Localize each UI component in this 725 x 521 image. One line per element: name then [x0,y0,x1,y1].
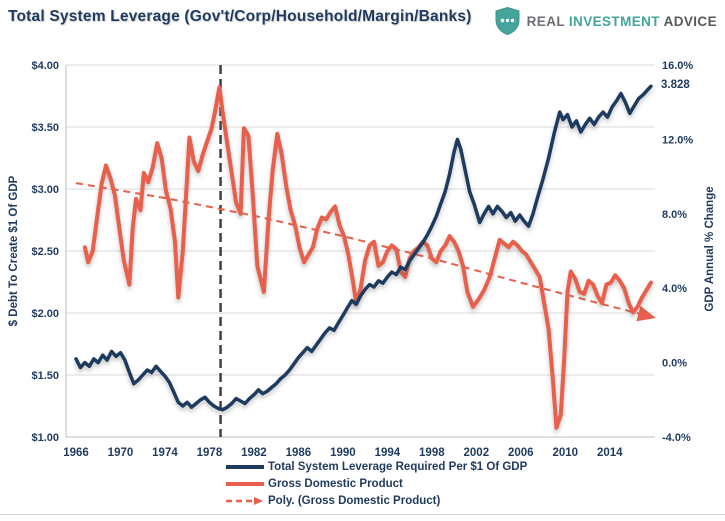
svg-text:1966: 1966 [63,447,89,459]
brand-name: REAL INVESTMENT ADVICE [527,14,717,29]
svg-text:1970: 1970 [108,447,134,459]
brand-word-real: REAL [526,13,565,29]
svg-text:2014: 2014 [597,447,623,459]
svg-text:2006: 2006 [508,447,534,459]
chart-legend: Total System Leverage Required Per $1 Of… [226,459,527,509]
svg-text:1978: 1978 [197,447,223,459]
svg-text:$3.50: $3.50 [31,122,59,134]
svg-text:1974: 1974 [152,447,178,459]
brand-word-advice: ADVICE [663,13,717,29]
svg-text:$2.50: $2.50 [31,246,59,258]
shield-icon [495,7,520,35]
legend-item-gdp: Gross Domestic Product [226,476,527,492]
legend-swatch-dashed-arrow [226,496,264,506]
chart-title: Total System Leverage (Gov't/Corp/Househ… [8,8,472,25]
svg-text:16.0%: 16.0% [662,60,693,72]
svg-text:$1.00: $1.00 [31,432,59,444]
svg-text:$4.00: $4.00 [31,60,59,72]
legend-label: Gross Domestic Product [268,478,403,490]
svg-text:1994: 1994 [375,447,401,459]
legend-swatch-red-line [226,481,264,487]
last-value-data-label: 3.828 [661,79,690,91]
right-axis-title: GDP Annual % Change [704,186,716,312]
brand-logo: REAL INVESTMENT ADVICE [495,7,717,35]
svg-text:0.0%: 0.0% [662,358,687,370]
svg-text:1982: 1982 [241,447,267,459]
svg-text:1990: 1990 [330,447,356,459]
left-axis-title: $ Debt To Create $1 Of GDP [8,175,20,327]
legend-item-trend: Poly. (Gross Domestic Product) [226,493,527,509]
svg-text:12.0%: 12.0% [662,134,693,146]
svg-text:8.0%: 8.0% [662,209,687,221]
svg-text:4.0%: 4.0% [662,283,687,295]
legend-label: Poly. (Gross Domestic Product) [268,495,441,507]
svg-text:2002: 2002 [464,447,490,459]
svg-text:-4.0%: -4.0% [662,432,691,444]
svg-text:1986: 1986 [286,447,312,459]
svg-text:1998: 1998 [419,447,445,459]
legend-label: Total System Leverage Required Per $1 Of… [268,461,528,473]
svg-text:$3.00: $3.00 [31,184,59,196]
svg-text:$1.50: $1.50 [31,370,59,382]
svg-text:2010: 2010 [552,447,578,459]
legend-item-leverage: Total System Leverage Required Per $1 Of… [226,459,527,475]
legend-swatch-navy-line [226,464,264,470]
bottom-divider [0,514,725,515]
svg-text:$2.00: $2.00 [31,308,59,320]
brand-word-investment: INVESTMENT [568,13,660,29]
